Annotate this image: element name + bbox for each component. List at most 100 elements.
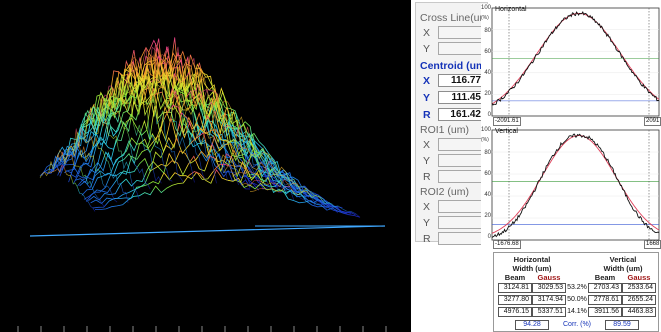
- cross-line-x-field[interactable]: [438, 26, 486, 39]
- vertical-y-tick-0: 0: [487, 234, 491, 240]
- mesh-line: [66, 127, 129, 203]
- mesh-line: [206, 129, 305, 201]
- horizontal-y-tick-60: 60: [484, 49, 491, 55]
- roi2-x-label: X: [423, 201, 431, 213]
- h-beam-cell: 3124.81: [498, 283, 532, 293]
- cross-line-x-label: X: [423, 27, 431, 39]
- vertical-y-tick-60: 60: [484, 171, 491, 177]
- mesh-line: [188, 101, 283, 194]
- vertical-x-max: 1668: [644, 240, 661, 249]
- mesh-line: [127, 42, 206, 181]
- h-gauss-label: Gauss: [537, 273, 561, 282]
- roi2-y-label: Y: [423, 217, 431, 229]
- vertical-header: Vertical: [609, 255, 637, 264]
- beam-profile-3d-plot: [17, 37, 387, 332]
- mesh-line: [197, 123, 295, 201]
- width-table: Horizontal Width (um) Vertical Width (um…: [493, 252, 659, 332]
- gaussian-fit-curve: [491, 12, 660, 105]
- h-gauss-cell: 3029.53: [532, 283, 566, 293]
- measured-profile-curve: [491, 10, 660, 106]
- horizontal-profile-plot[interactable]: 100 (%) 80 60 40 20 0 Horizontal -2091.6…: [481, 4, 661, 126]
- vertical-x-min: -1676.68: [493, 240, 521, 249]
- vertical-y-tick-80: 80: [484, 150, 491, 156]
- v-beam-cell: 3911.56: [588, 307, 622, 317]
- mesh-line: [59, 37, 290, 189]
- vertical-profile-chart: [491, 129, 660, 241]
- vertical-correlation-value: 89.59: [605, 320, 639, 330]
- h-beam-cell: 4976.15: [498, 307, 532, 317]
- v-beam-cell: 2703.43: [588, 283, 622, 293]
- cross-line-title: Cross Line(um): [420, 12, 492, 24]
- roi2-x-field[interactable]: [438, 200, 486, 213]
- centroid-x-value: 116.77: [438, 74, 486, 87]
- mesh-line: [39, 164, 96, 212]
- roi1-x-field[interactable]: [438, 138, 486, 151]
- mesh-line: [57, 140, 118, 203]
- h-gauss-cell: 5337.51: [532, 307, 566, 317]
- roi1-r-label: R: [423, 171, 431, 183]
- mesh-line: [179, 89, 272, 191]
- horizontal-plot-title: Horizontal: [495, 6, 527, 13]
- mesh-line: [83, 94, 151, 190]
- roi2-y-field[interactable]: [438, 216, 486, 229]
- roi1-x-label: X: [423, 139, 431, 151]
- cross-line-y-label: Y: [423, 43, 431, 55]
- mesh-line: [41, 78, 255, 188]
- pct-cell: 53.2%: [567, 284, 587, 291]
- plot-frame: [491, 129, 660, 241]
- v-gauss-cell: 2655.24: [622, 295, 656, 305]
- mesh-line: [153, 56, 239, 185]
- mesh-line: [232, 167, 339, 214]
- h-gauss-cell: 3174.94: [532, 295, 566, 305]
- roi2-title: ROI2 (um): [420, 186, 470, 198]
- mesh-line: [90, 153, 352, 214]
- vertical-profile-plot[interactable]: 100 (%) 80 60 40 20 0 Vertical -1676.68 …: [481, 126, 661, 250]
- measurement-panel: Cross Line(um) X Y Centroid (um) X 116.7…: [415, 2, 492, 245]
- horizontal-x-max: 2091: [644, 117, 661, 126]
- vertical-plot-title: Vertical: [495, 128, 518, 135]
- beam-profile-3d-view[interactable]: [0, 0, 411, 332]
- mesh-line: [92, 85, 162, 184]
- roi1-title: ROI1 (um): [420, 124, 470, 136]
- centroid-r-value: 161.42: [438, 108, 486, 121]
- cross-line-y-field[interactable]: [438, 42, 486, 55]
- centroid-r-label: R: [423, 109, 431, 121]
- vertical-y-tick-40: 40: [484, 192, 491, 198]
- horizontal-y-tick-40: 40: [484, 70, 491, 76]
- v-gauss-cell: 2533.64: [622, 283, 656, 293]
- horizontal-subheader: Width (um): [512, 264, 552, 273]
- horizontal-pct-label: (%): [481, 15, 489, 21]
- mesh-line: [83, 120, 339, 208]
- mesh-line: [144, 45, 228, 181]
- centroid-x-label: X: [423, 75, 431, 87]
- vertical-subheader: Width (um): [603, 264, 643, 273]
- v-beam-cell: 2778.61: [588, 295, 622, 305]
- base-edge-front: [29, 225, 386, 237]
- vertical-y-tick-20: 20: [484, 213, 491, 219]
- horizontal-y-tick-20: 20: [484, 91, 491, 97]
- vertical-y-tick-100: 100: [481, 127, 492, 133]
- horizontal-y-tick-100: 100: [481, 5, 492, 11]
- roi1-y-field[interactable]: [438, 154, 486, 167]
- v-beam-label: Beam: [594, 273, 616, 282]
- bottom-axis-ticks: [17, 326, 387, 332]
- roi1-r-field[interactable]: [438, 170, 486, 183]
- mesh-surface: [39, 37, 361, 218]
- v-gauss-cell: 4463.83: [622, 307, 656, 317]
- centroid-title: Centroid (um): [420, 60, 489, 72]
- plot-frame: [491, 7, 660, 117]
- mesh-line: [171, 88, 261, 186]
- horizontal-header: Horizontal: [513, 255, 551, 264]
- horizontal-x-min: -2091.61: [493, 117, 521, 126]
- vertical-pct-label: (%): [481, 137, 489, 143]
- roi2-r-field[interactable]: [438, 232, 486, 245]
- horizontal-y-tick-80: 80: [484, 28, 491, 34]
- horizontal-correlation-value: 94.28: [515, 320, 549, 330]
- correlation-label: Corr. (%): [563, 321, 591, 328]
- mesh-line: [101, 76, 173, 182]
- centroid-y-value: 111.45: [438, 91, 486, 104]
- v-gauss-label: Gauss: [627, 273, 651, 282]
- mesh-line: [66, 56, 304, 194]
- roi1-y-label: Y: [423, 155, 431, 167]
- mesh-line: [70, 59, 312, 198]
